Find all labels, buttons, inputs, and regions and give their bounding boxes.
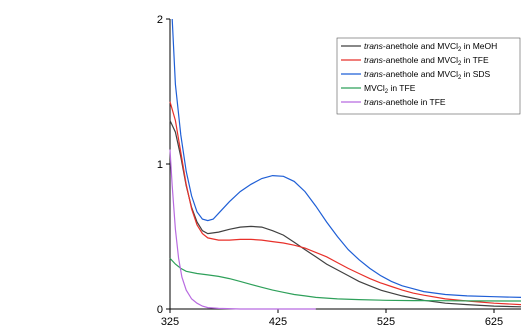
legend-box <box>336 37 521 115</box>
y-tick-label: 2 <box>157 14 163 26</box>
y-tick-label: 1 <box>157 159 163 171</box>
legend-label-1: trans-anethole and MVCl2 in MeOH <box>364 41 497 53</box>
legend-label-4: MVCl2 in TFE <box>364 83 416 95</box>
series-line-2 <box>169 101 521 306</box>
x-tick-label: 325 <box>161 316 179 328</box>
x-tick-label: 625 <box>485 316 503 328</box>
legend-label-3: trans-anethole and MVCl2 in SDS <box>364 69 491 81</box>
legend-label-2: trans-anethole and MVCl2 in TFE <box>364 55 489 67</box>
series-line-1 <box>169 120 521 308</box>
series-line-3 <box>171 18 521 298</box>
y-tick-label: 0 <box>157 304 163 316</box>
x-tick-label: 525 <box>377 316 395 328</box>
y-ticks: 0 1 2 <box>157 14 170 316</box>
series-line-4 <box>169 257 521 302</box>
series-lines <box>169 18 521 310</box>
x-tick-label: 425 <box>269 316 287 328</box>
legend-label-5: trans-anethole in TFE <box>364 97 446 107</box>
x-ticks: 325 425 525 625 <box>161 309 503 328</box>
series-line-5 <box>169 149 316 310</box>
legend: trans-anethole and MVCl2 in MeOH trans-an… <box>336 37 521 115</box>
